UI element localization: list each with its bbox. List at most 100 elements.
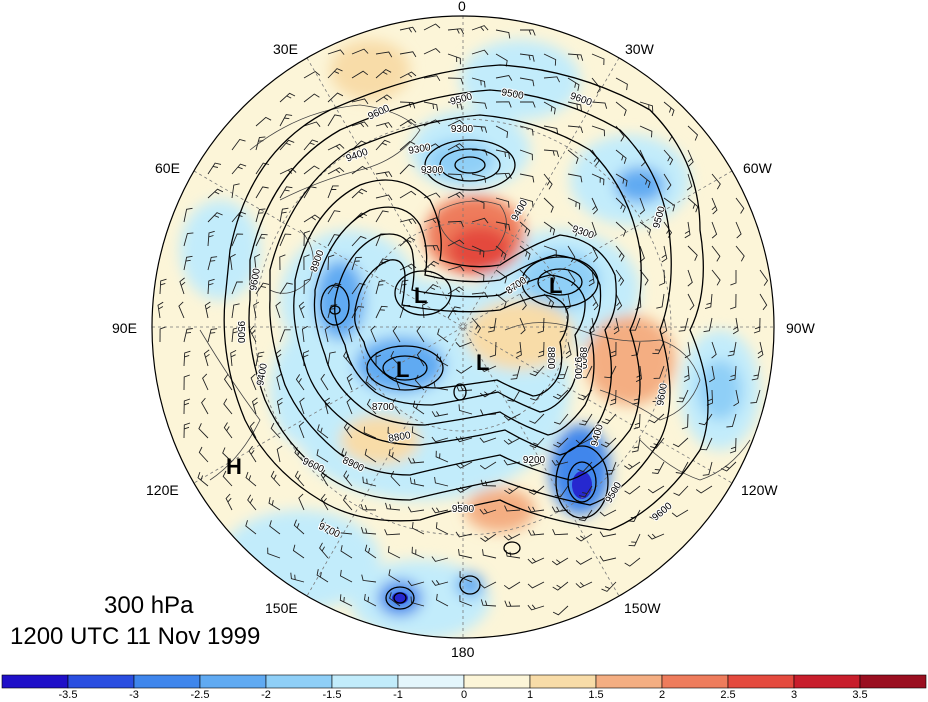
wind-barb bbox=[303, 278, 311, 295]
wind-barb bbox=[363, 426, 377, 439]
wind-barb bbox=[599, 531, 617, 538]
colorbar-swatch bbox=[1, 674, 69, 689]
wind-barb bbox=[613, 317, 620, 335]
wind-barb bbox=[658, 269, 666, 286]
wind-barb bbox=[447, 220, 464, 228]
wind-barb bbox=[392, 325, 401, 343]
wind-barb bbox=[245, 471, 257, 487]
wind-barb bbox=[459, 595, 473, 607]
wind-barb bbox=[730, 270, 737, 286]
wind-barb bbox=[340, 545, 353, 559]
wind-barb bbox=[423, 75, 441, 82]
wind-barb bbox=[698, 413, 713, 426]
wind-barb bbox=[183, 232, 194, 247]
wind-barb bbox=[471, 125, 488, 133]
wind-barb bbox=[198, 423, 209, 439]
wind-barb bbox=[543, 125, 559, 135]
wind-barb bbox=[471, 269, 485, 282]
wind-barb bbox=[327, 254, 335, 271]
wind-barb bbox=[279, 207, 289, 223]
wind-barb bbox=[615, 173, 628, 187]
wind-barb bbox=[416, 349, 425, 367]
wind-barb bbox=[387, 546, 401, 559]
wind-barb bbox=[298, 421, 305, 439]
wind-barb bbox=[543, 101, 556, 115]
wind-barb bbox=[631, 437, 641, 453]
wind-barb bbox=[231, 138, 246, 151]
wind-barb bbox=[437, 328, 449, 343]
wind-barb bbox=[447, 286, 465, 295]
wind-barb bbox=[303, 93, 320, 103]
wind-barb bbox=[527, 529, 545, 536]
wind-barb bbox=[245, 520, 257, 535]
wind-barb bbox=[364, 593, 377, 607]
longitude-label: 30W bbox=[625, 41, 654, 57]
wind-barb bbox=[633, 413, 641, 430]
contour-value-label: 9700 bbox=[572, 357, 583, 380]
colorbar-swatch bbox=[463, 674, 531, 689]
wind-barb bbox=[567, 173, 583, 183]
wind-barb bbox=[360, 503, 377, 511]
wind-barb bbox=[422, 301, 429, 319]
wind-barb bbox=[721, 461, 737, 472]
wind-barb bbox=[340, 569, 353, 583]
wind-barb bbox=[678, 317, 689, 332]
wind-barb bbox=[553, 389, 569, 400]
wind-barb bbox=[681, 413, 689, 430]
wind-barb bbox=[390, 351, 401, 367]
wind-barb bbox=[320, 493, 329, 511]
wind-barb bbox=[703, 317, 713, 333]
colorbar-swatch bbox=[595, 674, 663, 689]
wind-barb bbox=[198, 446, 209, 463]
wind-barb bbox=[423, 260, 440, 271]
wind-barb bbox=[639, 197, 646, 215]
wind-barb bbox=[495, 197, 510, 208]
wind-barb bbox=[675, 461, 689, 474]
wind-barb bbox=[327, 351, 336, 367]
wind-barb bbox=[251, 397, 258, 415]
contour-value-label: 9400 bbox=[255, 362, 270, 386]
wind-barb bbox=[456, 365, 473, 374]
wind-barb bbox=[295, 374, 305, 391]
longitude-label: 150W bbox=[624, 600, 661, 616]
wind-barb bbox=[364, 448, 377, 463]
wind-barb bbox=[183, 374, 190, 391]
wind-barb bbox=[609, 389, 617, 406]
wind-barb bbox=[316, 449, 329, 463]
wind-barb bbox=[495, 221, 511, 231]
wind-barb bbox=[495, 125, 509, 138]
colorbar-swatch bbox=[529, 674, 597, 689]
wind-barb bbox=[649, 509, 665, 520]
wind-barb bbox=[495, 53, 508, 67]
wind-barb bbox=[663, 173, 672, 191]
wind-barb bbox=[279, 329, 291, 343]
wind-barb bbox=[423, 169, 441, 176]
wind-barb bbox=[320, 373, 329, 391]
wind-barb bbox=[255, 116, 272, 127]
wind-barb bbox=[529, 365, 545, 377]
colorbar-swatch bbox=[397, 674, 465, 689]
wind-barb bbox=[504, 505, 521, 512]
wind-barb bbox=[591, 197, 599, 215]
wind-barb bbox=[337, 526, 353, 535]
wind-barb bbox=[447, 101, 463, 110]
wind-barb bbox=[519, 149, 533, 161]
wind-barb bbox=[529, 437, 545, 449]
wind-barb bbox=[567, 269, 576, 287]
wind-barb bbox=[447, 239, 465, 247]
low-center-symbol: L bbox=[476, 350, 489, 375]
wind-barb bbox=[351, 48, 369, 55]
wind-barb bbox=[201, 397, 209, 415]
wind-barb bbox=[375, 94, 392, 103]
wind-barb bbox=[387, 426, 401, 439]
wind-barb bbox=[519, 197, 534, 208]
wind-barb bbox=[202, 373, 209, 391]
longitude-label: 90W bbox=[786, 320, 815, 336]
high-center-symbol: H bbox=[226, 454, 242, 479]
wind-barb bbox=[222, 470, 233, 487]
wind-barb bbox=[673, 485, 689, 496]
wind-barb bbox=[495, 269, 508, 284]
wind-barb bbox=[503, 437, 521, 445]
wind-barb bbox=[553, 413, 569, 425]
wind-barb bbox=[223, 398, 233, 415]
